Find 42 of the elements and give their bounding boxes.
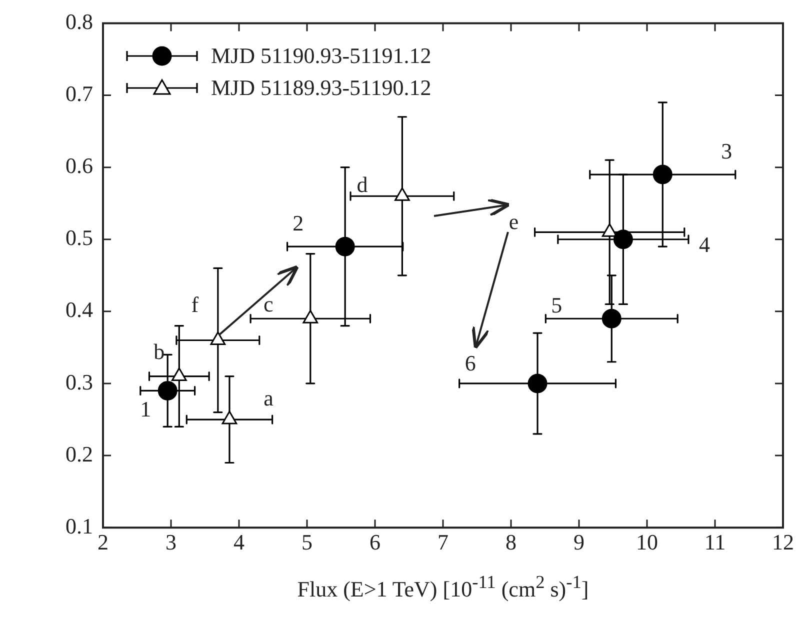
annotation: c (264, 291, 274, 316)
annotation: 6 (464, 350, 476, 376)
y-tick-label: 0.6 (66, 153, 93, 178)
y-tick-label: 0.4 (66, 297, 93, 322)
y-tick-label: 0.5 (66, 225, 93, 250)
y-tick-label: 0.8 (66, 8, 93, 34)
annotation: d (356, 172, 368, 197)
annotation: f (191, 292, 200, 318)
annotation: 1 (140, 396, 152, 422)
y-tick-label: 0.3 (66, 369, 93, 394)
point (335, 236, 355, 256)
x-tick-label: 8 (506, 530, 516, 555)
x-tick-label: 2 (98, 530, 108, 555)
point (652, 164, 672, 184)
x-tick-label: 11 (704, 530, 726, 555)
legend-label: MJD 51190.93-51191.12 (211, 42, 432, 70)
x-tick-label: 9 (574, 530, 584, 555)
point (613, 230, 633, 250)
x-tick-label: 4 (234, 530, 244, 555)
annotation: e (508, 208, 519, 234)
x-tick-label: 10 (636, 530, 658, 555)
x-tick-label: 7 (438, 530, 448, 555)
annotation: 3 (721, 138, 732, 164)
y-tick-label: 0.7 (66, 81, 93, 106)
x-tick-label: 5 (302, 530, 312, 555)
x-axis-title: Flux (E>1 TeV) [10$^{-11}$ (cm$^{2}$ s)$^{-1}$] (296, 572, 590, 602)
point (302, 310, 318, 324)
x-tick-label: 12 (772, 530, 794, 555)
annotation: 5 (551, 292, 562, 318)
point (602, 308, 622, 328)
x-tick-label: 6 (370, 530, 380, 555)
annotation: 2 (292, 210, 304, 236)
y-tick-label: 0.2 (66, 441, 93, 466)
point (222, 410, 238, 424)
point (171, 368, 187, 382)
legend-label: MJD 51189.93-51190.12 (211, 74, 432, 102)
annotation: 4 (698, 232, 710, 258)
annotation: a (264, 385, 274, 410)
point (210, 332, 226, 345)
x-tick-label: 3 (166, 530, 176, 555)
y-tick-label: 0.1 (66, 513, 93, 538)
annotation: b (154, 339, 165, 364)
